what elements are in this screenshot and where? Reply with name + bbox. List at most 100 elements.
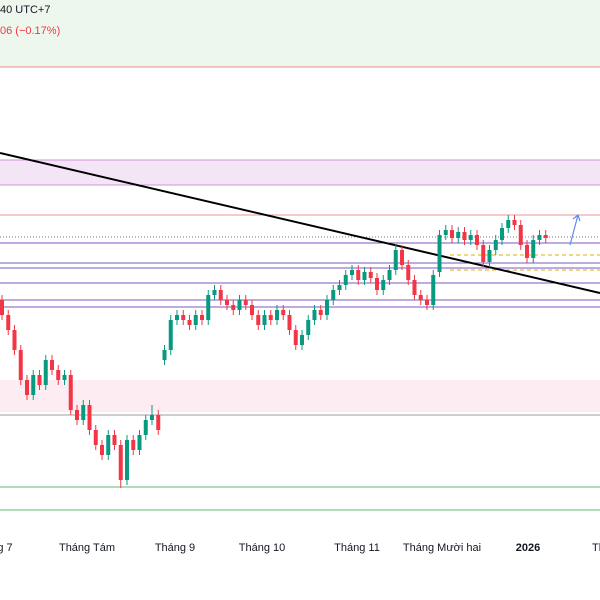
candle-body	[131, 440, 136, 450]
candle-body	[225, 300, 229, 305]
candle-body	[93, 430, 98, 445]
candle-body	[318, 310, 323, 315]
candle-body	[543, 235, 548, 238]
candle-body	[43, 360, 48, 385]
candle-body	[25, 380, 29, 395]
candle-body	[243, 300, 248, 305]
candle-body	[50, 360, 54, 370]
candle-body	[293, 330, 298, 345]
candle-body	[81, 405, 86, 420]
arrow	[569, 213, 581, 246]
candle-body	[256, 315, 261, 325]
x-tick-label: Tháng 9	[155, 542, 195, 554]
candle-body	[387, 270, 392, 280]
candle-body	[362, 272, 367, 280]
candle-body	[118, 445, 123, 480]
candle-body	[143, 420, 148, 435]
candle-body	[37, 375, 42, 385]
candle-body	[68, 375, 73, 410]
candle-body	[325, 300, 329, 315]
candle-body	[368, 272, 373, 278]
candle-body	[425, 300, 429, 305]
candle-body	[125, 440, 129, 480]
candle-body	[87, 405, 92, 430]
candle-body	[200, 315, 204, 320]
candle-body	[487, 250, 492, 262]
zone	[0, 380, 600, 412]
candle-body	[262, 315, 267, 325]
candle-body	[312, 310, 317, 320]
candle-body	[350, 270, 354, 275]
candle-body	[412, 280, 417, 295]
candle-body	[381, 280, 386, 290]
candle-body	[537, 235, 542, 240]
x-tick-label: g 7	[0, 542, 13, 554]
candle-body	[437, 235, 442, 272]
candle-body	[156, 415, 161, 430]
candle-body	[518, 225, 523, 245]
candle-body	[18, 350, 23, 380]
candle-body	[331, 290, 336, 300]
candle-body	[400, 250, 404, 265]
x-tick-label: Tháng Tám	[59, 542, 115, 554]
candle-body	[343, 275, 348, 285]
candle-body	[212, 290, 217, 295]
candle-body	[475, 235, 479, 245]
candle-body	[306, 320, 311, 335]
candle-body	[337, 285, 342, 290]
trend-line	[0, 152, 600, 294]
change-text: 06 (−0.17%)	[0, 25, 60, 37]
candle-body	[506, 220, 511, 228]
zone	[0, 160, 600, 185]
x-tick-label: Tháng 11	[334, 542, 380, 554]
candle-body	[481, 245, 486, 262]
candle-body	[56, 370, 61, 380]
candles	[0, 215, 548, 488]
candle-body	[443, 230, 448, 235]
candle-body	[100, 445, 104, 455]
candle-body	[231, 305, 236, 310]
candle-body	[287, 315, 292, 330]
candle-body	[275, 310, 279, 320]
candle-body	[450, 230, 454, 238]
candle-body	[468, 235, 473, 240]
candle-body	[218, 290, 223, 300]
candle-body	[75, 410, 79, 420]
candle-body	[250, 305, 254, 315]
candle-body	[393, 250, 398, 270]
candle-body	[406, 265, 411, 280]
x-tick-label: Tháng Mười hai	[403, 542, 481, 554]
candle-body	[418, 295, 423, 300]
candle-body	[168, 320, 173, 350]
candle-body	[356, 270, 361, 280]
candle-body	[431, 275, 436, 305]
candle-body	[375, 278, 379, 290]
candle-body	[268, 315, 273, 320]
candle-body	[300, 335, 304, 345]
candle-body	[150, 415, 154, 420]
time-text: 40 UTC+7	[0, 4, 50, 16]
x-tick-label: Th	[592, 542, 600, 554]
candle-body	[281, 310, 286, 315]
candle-body	[31, 375, 36, 395]
candle-body	[162, 350, 167, 360]
x-tick-label: Tháng 10	[239, 542, 285, 554]
candle-body	[6, 315, 11, 330]
x-tick-label: 2026	[516, 542, 540, 554]
candle-body	[462, 232, 467, 240]
candle-body	[137, 435, 142, 450]
candle-body	[531, 240, 536, 258]
candle-body	[12, 330, 17, 350]
candle-body	[456, 232, 461, 238]
zone	[0, 0, 600, 67]
candle-body	[512, 220, 517, 225]
candle-body	[112, 435, 117, 445]
candle-body	[181, 315, 186, 320]
candle-body	[0, 300, 4, 315]
candle-body	[500, 228, 504, 240]
candle-body	[193, 315, 198, 325]
candle-body	[237, 300, 242, 310]
candle-body	[106, 435, 111, 455]
candle-body	[62, 375, 67, 380]
